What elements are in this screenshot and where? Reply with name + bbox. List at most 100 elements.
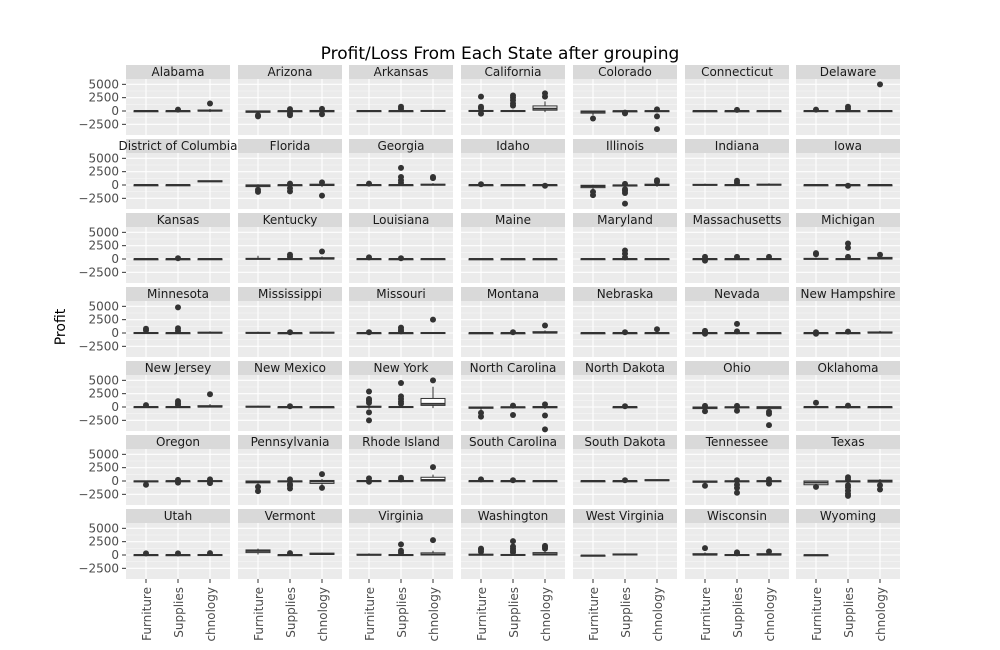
- facet-panel-wyoming: Wyoming Furniture Supplies chnology: [796, 509, 900, 642]
- box-supplies: [724, 177, 750, 187]
- x-tick-label: Furniture: [475, 587, 489, 641]
- facet-panel-tennessee: Tennessee: [685, 435, 789, 505]
- facet-strip-label: District of Columbia: [119, 139, 238, 153]
- box-supplies: [835, 182, 861, 189]
- facet-strip: [349, 435, 453, 449]
- box-supplies: [165, 476, 191, 486]
- box-furniture: [356, 475, 382, 485]
- box-furniture: [803, 399, 829, 409]
- facet-strip-label: Alabama: [152, 65, 205, 79]
- x-tick-label: Supplies: [842, 587, 856, 638]
- outlier-point: [398, 255, 404, 262]
- facet-strip: [685, 287, 789, 301]
- box-supplies: [724, 402, 750, 414]
- outlier-point: [877, 251, 883, 258]
- box-supplies: [388, 474, 414, 483]
- y-tick-label: 0: [111, 474, 119, 488]
- facet-panel-ohio: Ohio: [685, 361, 789, 431]
- box-technology: [420, 174, 446, 186]
- facet-strip: [461, 509, 565, 523]
- box-technology: [197, 258, 223, 261]
- outlier-point: [398, 324, 404, 331]
- y-tick-label: −2500: [78, 265, 119, 279]
- box-technology: [532, 480, 558, 483]
- box-supplies: [165, 255, 191, 262]
- outlier-point: [255, 483, 261, 490]
- facet-strip-label: Mississippi: [258, 287, 322, 301]
- outlier-point: [510, 92, 516, 99]
- outlier-point: [622, 180, 628, 187]
- box-technology: [867, 81, 893, 113]
- facet-strip-label: Ohio: [723, 361, 751, 375]
- box-technology: [309, 471, 335, 491]
- facet-panel-illinois: Illinois: [573, 139, 677, 209]
- box-furniture: [580, 332, 606, 335]
- outlier-point: [542, 401, 548, 408]
- y-tick-label: 2500: [88, 535, 119, 549]
- outlier-point: [813, 399, 819, 406]
- outlier-point: [813, 106, 819, 113]
- box-technology: [420, 537, 446, 556]
- box-furniture: [803, 480, 829, 490]
- box-supplies: [835, 328, 861, 335]
- y-tick-label: −2500: [78, 561, 119, 575]
- facet-strip: [685, 139, 789, 153]
- x-tick-label: chnology: [651, 587, 665, 642]
- facet-strip: [796, 65, 900, 79]
- outlier-point: [207, 100, 213, 107]
- box-supplies: [612, 553, 638, 556]
- facet-strip-label: South Dakota: [584, 435, 665, 449]
- outlier-point: [734, 253, 740, 260]
- facet-strip: [461, 361, 565, 375]
- outlier-point: [319, 484, 325, 491]
- outlier-point: [175, 550, 181, 557]
- outlier-point: [430, 377, 436, 384]
- box-technology: [532, 258, 558, 261]
- box-technology: [532, 542, 558, 556]
- box-furniture: [245, 110, 271, 120]
- outlier-point: [207, 391, 213, 398]
- box-supplies: [612, 403, 638, 410]
- box-supplies: [724, 106, 750, 113]
- box-furniture: [468, 406, 494, 420]
- facet-strip: [796, 213, 900, 227]
- outlier-point: [255, 488, 261, 495]
- box-technology: [309, 331, 335, 334]
- box-furniture: [468, 332, 494, 335]
- box-furniture: [468, 93, 494, 117]
- box-supplies: [388, 541, 414, 557]
- facet-strip: [349, 361, 453, 375]
- outlier-point: [287, 550, 293, 557]
- box-furniture: [133, 184, 159, 187]
- facet-strip: [126, 509, 230, 523]
- box-furniture: [356, 388, 382, 424]
- outlier-point: [813, 483, 819, 490]
- facet-strip-label: Delaware: [820, 65, 877, 79]
- box-technology: [756, 183, 782, 186]
- outlier-point: [845, 402, 851, 409]
- x-tick-label: chnology: [204, 587, 218, 642]
- box-supplies: [500, 184, 526, 187]
- facet-strip: [238, 509, 342, 523]
- facet-panel-colorado: Colorado: [573, 65, 677, 135]
- box-furniture: [692, 480, 718, 489]
- facet-panel-vermont: Vermont Furniture Supplies chnology: [238, 509, 342, 642]
- outlier-point: [877, 482, 883, 489]
- box-furniture: [692, 110, 718, 113]
- x-tick-label: Furniture: [252, 587, 266, 641]
- outlier-point: [398, 164, 404, 171]
- box-furniture: [692, 402, 718, 415]
- facet-strip: [349, 65, 453, 79]
- outlier-point: [287, 180, 293, 187]
- box-furniture: [803, 554, 829, 557]
- box-technology: [420, 316, 446, 335]
- facet-panel-nebraska: Nebraska: [573, 287, 677, 357]
- outlier-point: [175, 325, 181, 332]
- facet-strip-label: Illinois: [606, 139, 644, 153]
- box-supplies: [388, 255, 414, 262]
- facet-strip: [349, 287, 453, 301]
- x-tick-label: Furniture: [587, 587, 601, 641]
- facet-strip: [349, 139, 453, 153]
- y-tick-label: 0: [111, 548, 119, 562]
